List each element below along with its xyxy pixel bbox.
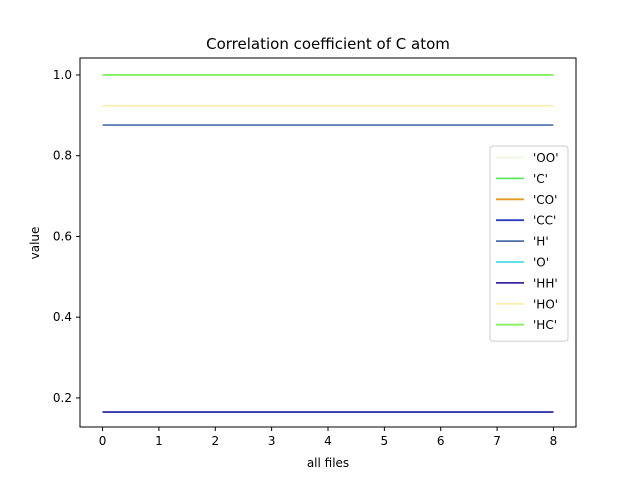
legend-label: 'C' [533, 172, 548, 186]
y-tick-label: 0.2 [53, 391, 72, 405]
x-tick-label: 8 [550, 434, 558, 448]
legend-label: 'H' [533, 235, 549, 249]
plot-frame [79, 57, 577, 428]
legend: 'OO' 'C' 'CO' 'CC' 'H' 'O' 'HH' 'HO' 'HC' [489, 145, 569, 342]
x-tick-label: 6 [437, 434, 445, 448]
x-tick-label: 4 [324, 434, 332, 448]
legend-label: 'O' [533, 256, 549, 270]
y-axis-label: value [28, 227, 42, 260]
x-tick-label: 7 [493, 434, 501, 448]
legend-label: 'HH' [533, 276, 558, 290]
chart-title: Correlation coefficient of C atom [206, 35, 450, 53]
legend-label: 'HC' [533, 318, 557, 332]
x-tick-label: 2 [211, 434, 219, 448]
x-tick-label: 0 [99, 434, 107, 448]
legend-label: 'OO' [533, 151, 559, 165]
series-layer [102, 74, 554, 413]
y-tick-label: 1.0 [53, 68, 72, 82]
x-axis-label: all files [307, 456, 349, 470]
y-tick-label: 0.4 [53, 310, 72, 324]
x-tick-label: 5 [381, 434, 389, 448]
ticks-layer: 0 1 2 3 4 5 6 7 8 0.2 0.4 0.6 0.8 1.0 [53, 68, 557, 448]
x-tick-label: 3 [268, 434, 276, 448]
legend-label: 'HO' [533, 297, 558, 311]
legend-label: 'CO' [533, 193, 557, 207]
y-tick-label: 0.6 [53, 229, 72, 243]
x-tick-label: 1 [155, 434, 163, 448]
legend-box [489, 145, 569, 342]
y-tick-label: 0.8 [53, 149, 72, 163]
legend-label: 'CC' [533, 214, 556, 228]
